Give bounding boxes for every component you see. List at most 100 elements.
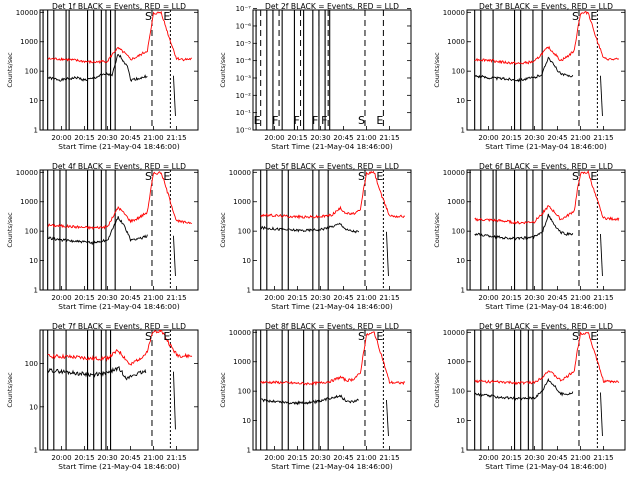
y-tick-label: 10000 [443, 169, 465, 177]
marker-label: F [272, 114, 278, 127]
x-axis-label: Start Time (21-May-04 18:46:00) [485, 302, 607, 311]
y-axis-label: Counts/sec [433, 52, 441, 88]
y-tick-label: 10⁻⁴ [236, 57, 252, 65]
y-tick-label: 10 [242, 417, 251, 425]
y-tick-label: 1 [461, 447, 465, 455]
y-tick-label: 100 [452, 388, 465, 396]
series-events-line [474, 213, 574, 241]
y-tick-label: 10 [456, 97, 465, 105]
plot-frame [39, 9, 199, 131]
series-lld-line [260, 331, 406, 386]
x-tick-label: 21:00 [143, 454, 163, 462]
y-tick-label: 100 [25, 228, 38, 236]
x-tick-label: 20:00 [478, 294, 498, 302]
marker-label: S [572, 10, 579, 23]
plot-area [42, 330, 193, 450]
series-events-line [47, 53, 148, 83]
x-tick-label: 21:00 [356, 294, 376, 302]
plot-frame [466, 9, 626, 131]
y-tick-label: 1000 [20, 38, 38, 46]
y-tick-label: 100 [238, 228, 251, 236]
series-events-dropout [600, 233, 603, 276]
y-tick-label: 1 [247, 287, 251, 295]
x-tick-label: 20:15 [287, 454, 307, 462]
x-tick-label: 20:00 [264, 294, 284, 302]
y-tick-label: 10⁻⁵ [236, 40, 252, 48]
y-tick-label: 1000 [447, 198, 465, 206]
series-lld-line [260, 170, 406, 220]
x-tick-label: 20:45 [120, 134, 140, 142]
y-tick-label: 1000 [233, 358, 251, 366]
series-events-line [260, 394, 359, 406]
marker-label: S [572, 170, 579, 183]
plot-area [260, 170, 406, 290]
series-events-dropout [386, 231, 389, 276]
plot-frame [39, 329, 199, 451]
y-axis-label: Counts/sec [6, 212, 14, 248]
series-events-dropout [600, 75, 603, 116]
marker-label: E [590, 330, 597, 343]
x-axis-label: Start Time (21-May-04 18:46:00) [485, 462, 607, 471]
series-events-dropout [600, 392, 603, 436]
marker-label: S [145, 330, 152, 343]
chart-title: Det 2f BLACK = Events, RED = LLD [265, 2, 399, 11]
y-tick-label: 10 [456, 417, 465, 425]
x-tick-label: 21:15 [379, 294, 399, 302]
plot-area [255, 10, 384, 130]
y-tick-label: 100 [452, 68, 465, 76]
marker-label: S [358, 114, 365, 127]
plot-frame [39, 169, 199, 291]
y-tick-label: 1 [34, 127, 38, 135]
series-lld-line [474, 331, 620, 386]
x-tick-label: 20:15 [287, 294, 307, 302]
y-axis-label: Counts/sec [219, 372, 227, 408]
plot-frame [252, 169, 412, 291]
y-axis-label: Counts/sec [6, 372, 14, 408]
x-tick-label: 20:45 [333, 454, 353, 462]
series-lld-line [474, 10, 619, 66]
marker-label: F [321, 114, 327, 127]
chart-title: Det 9f BLACK = Events, RED = LLD [479, 322, 613, 331]
y-tick-label: 1 [461, 127, 465, 135]
marker-label: F [312, 114, 318, 127]
plot-area [42, 10, 193, 130]
plot-frame [466, 329, 626, 451]
x-tick-label: 20:30 [310, 294, 330, 302]
y-tick-label: 100 [238, 388, 251, 396]
x-axis-label: Start Time (21-May-04 18:46:00) [271, 462, 393, 471]
marker-label: E [590, 10, 597, 23]
marker-label: S [145, 10, 152, 23]
plot-frame [252, 9, 412, 131]
series-lld-line [474, 170, 620, 225]
y-tick-label: 1000 [447, 358, 465, 366]
y-axis-label: Counts/sec [433, 372, 441, 408]
x-tick-label: 21:15 [593, 134, 613, 142]
x-tick-label: 21:00 [356, 134, 376, 142]
chart-title: Det 4f BLACK = Events, RED = LLD [52, 162, 186, 171]
x-tick-label: 20:15 [501, 134, 521, 142]
chart-title: Det 8f BLACK = Events, RED = LLD [265, 322, 399, 331]
marker-label: E [163, 330, 170, 343]
x-tick-label: 21:00 [356, 454, 376, 462]
x-tick-label: 20:00 [51, 294, 71, 302]
y-tick-label: 10000 [443, 329, 465, 337]
x-tick-label: 21:00 [143, 294, 163, 302]
x-tick-label: 20:30 [524, 134, 544, 142]
y-tick-label: 1 [461, 287, 465, 295]
y-tick-label: 10 [242, 257, 251, 265]
y-tick-label: 10⁻⁶ [236, 22, 252, 30]
x-tick-label: 20:45 [547, 294, 567, 302]
y-tick-label: 1 [34, 287, 38, 295]
marker-label: E [163, 170, 170, 183]
series-events-line [260, 222, 360, 234]
x-axis-label: Start Time (21-May-04 18:46:00) [58, 302, 180, 311]
x-tick-label: 20:15 [74, 134, 94, 142]
y-tick-label: 1 [34, 447, 38, 455]
